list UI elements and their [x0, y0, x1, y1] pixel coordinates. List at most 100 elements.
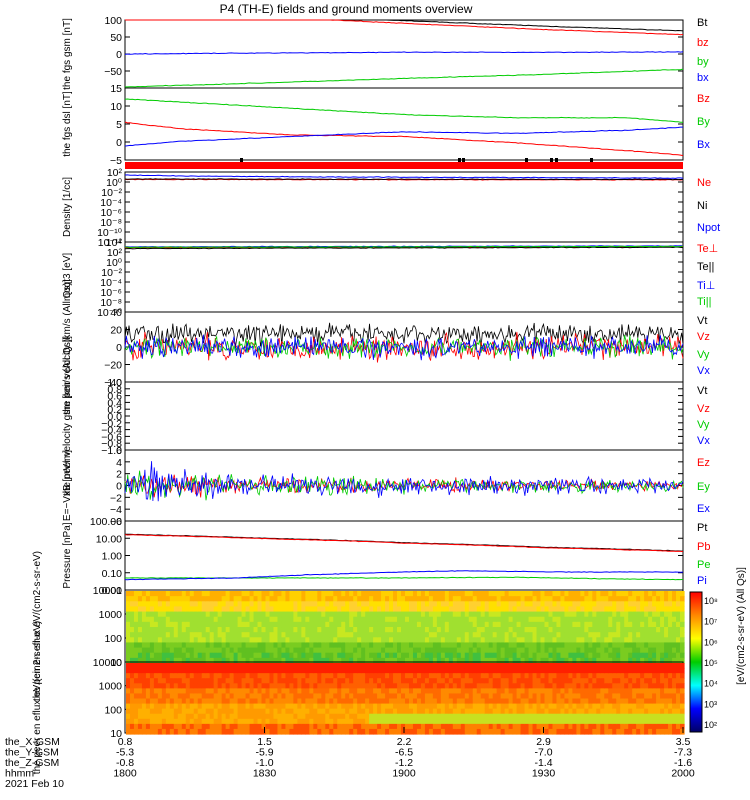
legend-Pb: Pb: [697, 541, 710, 553]
heatmap-cell: [197, 668, 203, 674]
heatmap-cell: [373, 621, 378, 628]
heatmap-cell: [580, 693, 585, 700]
heatmap-cell: [333, 698, 338, 705]
panel-frame: [124, 171, 684, 243]
heatmap-cell: [464, 596, 470, 602]
heatmap-cell: [369, 663, 374, 669]
heatmap-cell: [580, 663, 585, 669]
heatmap-cell: [496, 718, 502, 725]
heatmap-cell: [552, 698, 558, 705]
heatmap-cell: [233, 637, 239, 644]
heatmap-cell: [428, 673, 434, 679]
heatmap-cell: [500, 601, 506, 608]
heatmap-cell: [193, 703, 199, 710]
heatmap-cell: [309, 708, 314, 715]
heatmap-cell: [588, 647, 593, 654]
heatmap-cell: [436, 668, 442, 674]
heatmap-cell: [297, 693, 302, 700]
heatmap-cell: [636, 728, 641, 735]
heatmap-cell: [496, 673, 502, 679]
heatmap-cell: [225, 683, 231, 689]
heatmap-cell: [500, 606, 506, 613]
heatmap-cell: [181, 703, 187, 710]
heatmap-cell: [141, 652, 147, 659]
heatmap-cell: [333, 703, 338, 710]
heatmap-cell: [572, 663, 577, 669]
heatmap-cell: [620, 657, 625, 664]
heatmap-cell: [624, 673, 629, 679]
heatmap-cell: [456, 723, 462, 730]
ytick-label: 10⁻⁴: [100, 277, 122, 289]
heatmap-cell: [126, 621, 131, 628]
heatmap-cell: [129, 601, 135, 608]
heatmap-cell: [393, 673, 398, 679]
heatmap-cell: [345, 683, 350, 689]
heatmap-cell: [440, 708, 446, 715]
heatmap-cell: [133, 723, 139, 730]
heatmap-cell: [321, 601, 326, 608]
heatmap-cell: [181, 663, 187, 669]
heatmap-cell: [401, 728, 406, 735]
heatmap-cell: [149, 621, 155, 628]
heatmap-cell: [165, 668, 171, 674]
heatmap-cell: [580, 668, 585, 674]
heatmap-cell: [564, 652, 570, 659]
heatmap-cell: [189, 728, 195, 735]
colorbar-tick: 10⁷: [704, 617, 717, 627]
heatmap-cell: [408, 616, 414, 623]
heatmap-cell: [548, 693, 554, 700]
heatmap-cell: [492, 673, 498, 679]
heatmap-cell: [405, 637, 410, 644]
heatmap-cell: [500, 627, 506, 633]
heatmap-cell: [385, 652, 390, 659]
heatmap-cell: [512, 663, 518, 669]
heatmap-cell: [452, 621, 458, 628]
heatmap-cell: [540, 596, 546, 602]
heatmap-cell: [333, 713, 338, 720]
heatmap-cell: [129, 683, 135, 689]
heatmap-cell: [652, 647, 657, 654]
heatmap-cell: [652, 611, 657, 618]
heatmap-cell: [512, 723, 518, 730]
heatmap-cell: [500, 668, 506, 674]
heatmap-cell: [145, 703, 151, 710]
heatmap-cell: [448, 616, 454, 623]
heatmap-cell: [349, 632, 354, 638]
heatmap-cell: [253, 637, 259, 644]
heatmap-cell: [141, 718, 147, 725]
heatmap-cell: [420, 693, 426, 700]
heatmap-cell: [448, 596, 454, 602]
heatmap-cell: [397, 616, 402, 623]
heatmap-cell: [620, 601, 625, 608]
heatmap-cell: [488, 708, 494, 715]
heatmap-cell: [668, 718, 673, 725]
heatmap-cell: [668, 703, 673, 710]
heatmap-cell: [377, 652, 382, 659]
heatmap-cell: [652, 591, 657, 597]
heatmap-cell: [484, 657, 490, 664]
heatmap-cell: [189, 621, 195, 628]
heatmap-cell: [305, 693, 310, 700]
heatmap-cell: [456, 688, 462, 695]
heatmap-cell: [624, 606, 629, 613]
heatmap-cell: [265, 627, 271, 633]
heatmap-cell: [389, 616, 394, 623]
heatmap-cell: [126, 652, 131, 659]
heatmap-cell: [416, 637, 422, 644]
heatmap-cell: [472, 652, 478, 659]
heatmap-cell: [588, 657, 593, 664]
heatmap-cell: [444, 703, 450, 710]
heatmap-cell: [592, 591, 597, 597]
heatmap-cell: [496, 601, 502, 608]
heatmap-cell: [141, 673, 147, 679]
heatmap-cell: [241, 637, 247, 644]
heatmap-cell: [568, 647, 573, 654]
heatmap-cell: [644, 647, 649, 654]
heatmap-cell: [580, 642, 585, 649]
heatmap-cell: [285, 591, 291, 597]
heatmap-cell: [424, 647, 430, 654]
heatmap-cell: [173, 601, 179, 608]
heatmap-cell: [233, 703, 239, 710]
heatmap-cell: [432, 723, 438, 730]
heatmap-cell: [385, 637, 390, 644]
